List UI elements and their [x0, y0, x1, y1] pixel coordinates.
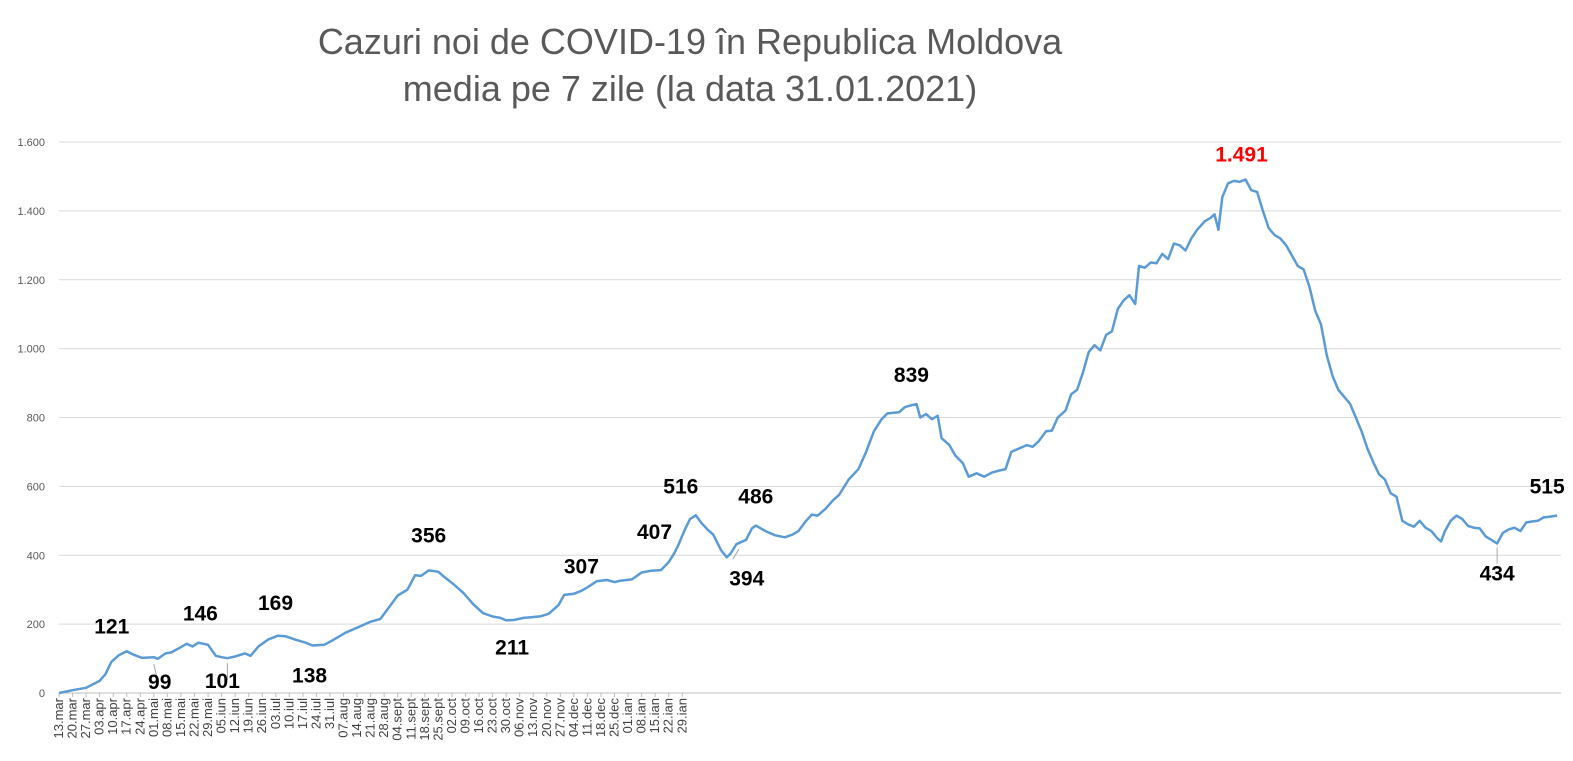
x-tick-label: 08.ian	[634, 698, 649, 733]
y-axis: 0 200 400 600 800 1.000 1.200 1.400 1.600	[17, 137, 45, 700]
y-tick-label: 200	[27, 619, 45, 631]
x-tick-label: 20.mar	[65, 697, 80, 738]
x-tick-label: 10.iul	[281, 698, 296, 729]
x-tick-label: 17.apr	[119, 697, 134, 735]
data-label: 121	[94, 615, 129, 638]
x-tick-label: 08.mai	[159, 698, 174, 737]
x-tick-label: 04.dec	[566, 698, 581, 738]
x-tick-label: 24.apr	[132, 697, 147, 735]
x-tick-label: 27.mar	[78, 697, 93, 738]
data-label: 138	[292, 664, 327, 687]
plot-area	[58, 178, 1558, 695]
x-tick-label: 23.oct	[485, 698, 500, 734]
data-label: 516	[663, 475, 698, 498]
data-label: 99	[148, 671, 171, 694]
x-tick-label: 13.nov	[525, 698, 540, 738]
x-tick-label: 22.ian	[661, 698, 676, 733]
data-label: 307	[564, 555, 599, 578]
x-tick-label: 01.mai	[146, 698, 161, 737]
series-line	[58, 178, 1558, 695]
x-tick-label: 13.mar	[51, 697, 66, 738]
x-tick-label: 21.aug	[363, 698, 378, 738]
y-tick-label: 400	[27, 550, 45, 562]
x-tick-label: 30.oct	[498, 698, 513, 734]
x-tick-label: 15.mai	[173, 698, 188, 737]
x-tick-label: 17.iul	[295, 698, 310, 729]
y-tick-label: 1.400	[17, 206, 45, 218]
x-tick-label: 02.oct	[444, 698, 459, 734]
data-label: 515	[1530, 476, 1565, 499]
x-tick-label: 18.dec	[593, 698, 608, 738]
data-label: 394	[729, 567, 764, 590]
y-tick-label: 1.000	[17, 344, 45, 356]
x-tick-label: 07.aug	[336, 698, 351, 738]
x-tick-label: 28.aug	[376, 698, 391, 738]
x-tick-label: 29.ian	[674, 698, 689, 733]
data-label: 434	[1480, 563, 1515, 586]
data-label: 839	[894, 364, 929, 387]
x-tick-label: 04.sept	[390, 698, 405, 741]
x-tick-label: 03.iul	[268, 698, 283, 729]
x-tick-label: 05.iun	[214, 698, 229, 733]
x-tick-label: 14.aug	[349, 698, 364, 738]
x-tick-label: 25.dec	[607, 698, 622, 738]
x-tick-label: 12.iun	[227, 698, 242, 733]
x-tick-label: 18.sept	[417, 698, 432, 741]
data-label: 146	[183, 603, 218, 626]
x-tick-label: 29.mai	[200, 698, 215, 737]
y-tick-label: 1.600	[17, 137, 45, 149]
annotation-leader	[732, 549, 740, 560]
annotations: 121 99 146 101 169 138 356 211 307 407 516 394 486 83…	[94, 144, 1565, 694]
chart-title: Cazuri noi de COVID-19 în Republica Mold…	[190, 18, 1190, 112]
data-label: 211	[495, 636, 529, 659]
y-tick-label: 1.200	[17, 275, 45, 287]
x-tick-label: 15.ian	[647, 698, 662, 733]
x-tick-label: 16.oct	[471, 698, 486, 734]
annotation-leader	[153, 663, 159, 682]
x-tick-label: 31.iul	[322, 698, 337, 729]
y-tick-label: 600	[27, 481, 45, 493]
x-tick-label: 01.ian	[620, 698, 635, 733]
x-tick-label: 25.sept	[430, 698, 445, 741]
data-label: 486	[738, 486, 773, 509]
data-label: 169	[258, 592, 293, 615]
chart-title-line-1: Cazuri noi de COVID-19 în Republica Mold…	[317, 21, 1063, 62]
x-tick-label: 19.iun	[241, 698, 256, 733]
x-tick-label: 27.nov	[552, 698, 567, 738]
x-tick-label: 24.iul	[308, 698, 323, 729]
data-label: 101	[205, 670, 240, 693]
x-tick-label: 06.nov	[512, 698, 527, 738]
chart-title-line-2: media pe 7 zile (la data 31.01.2021)	[402, 68, 978, 109]
x-tick-label: 11.sept	[403, 698, 418, 740]
x-tick-label: 11.dec	[579, 698, 594, 737]
x-tick-label: 22.mai	[186, 698, 201, 737]
x-tick-label: 03.apr	[92, 697, 107, 735]
x-tick-label: 09.oct	[457, 698, 472, 734]
peak-label: 1.491	[1215, 144, 1268, 167]
data-label: 407	[637, 521, 672, 544]
data-label: 356	[411, 524, 446, 547]
x-tick-label: 20.nov	[539, 698, 554, 738]
x-axis: 13.mar20.mar27.mar03.apr10.apr17.apr24.a…	[51, 692, 1561, 741]
gridlines	[59, 141, 1561, 625]
y-tick-label: 0	[39, 688, 45, 700]
y-tick-label: 800	[27, 413, 45, 425]
x-tick-label: 26.iun	[254, 698, 269, 733]
x-tick-label: 10.apr	[105, 697, 120, 735]
